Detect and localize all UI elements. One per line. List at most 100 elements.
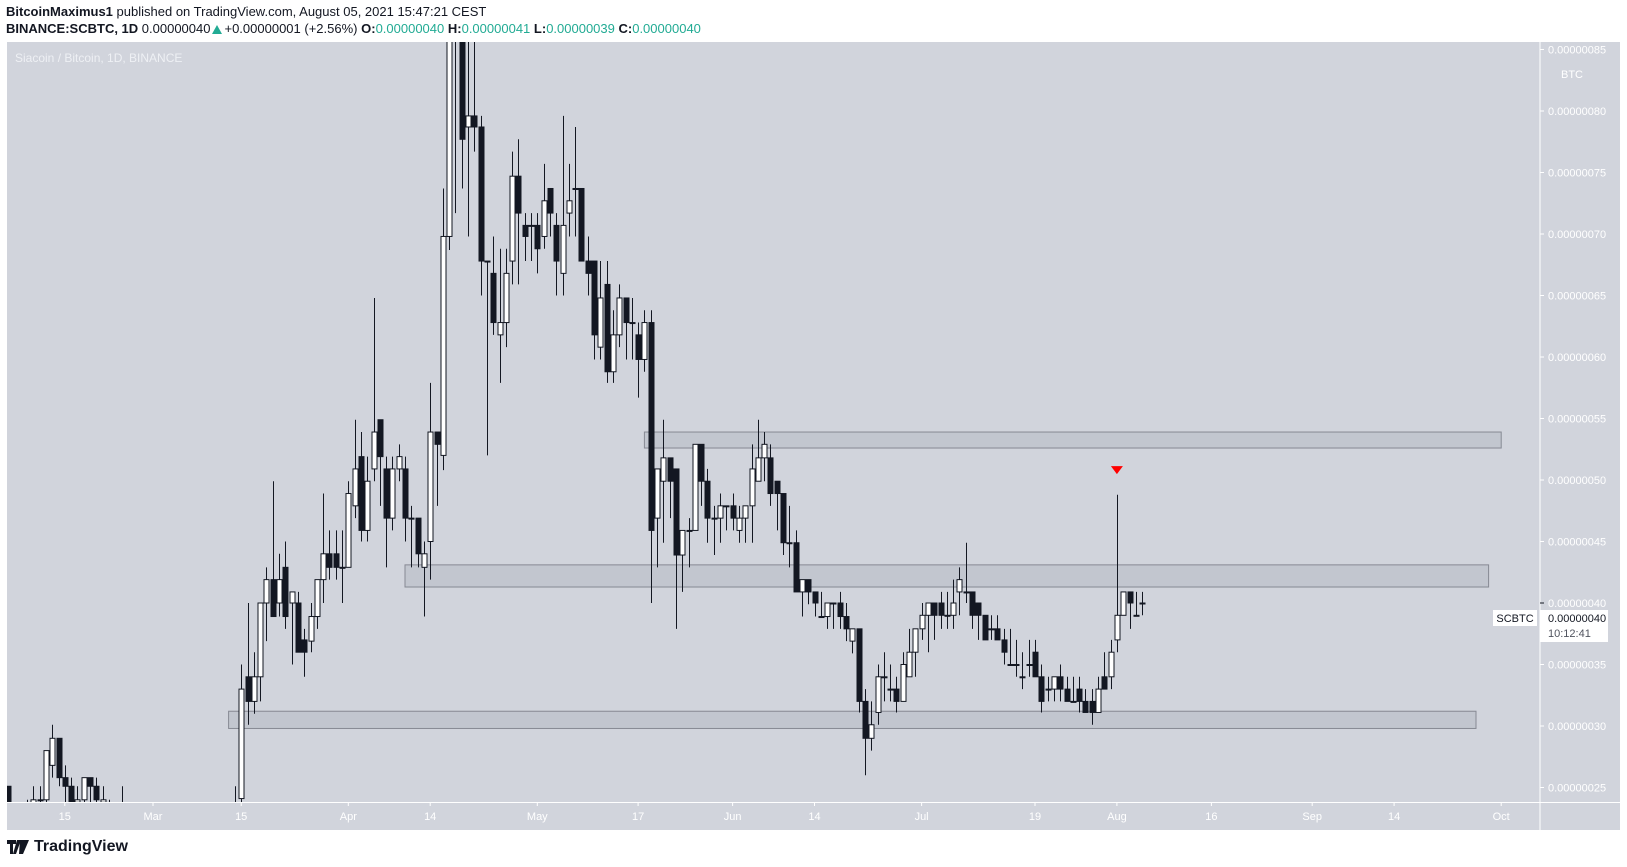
candle-up	[692, 443, 699, 531]
candle-up	[755, 419, 762, 482]
candle-body	[975, 602, 982, 616]
candle-body	[1038, 676, 1045, 702]
candle-up	[660, 419, 667, 543]
candle-up	[314, 579, 321, 629]
last-price-label: 0.00000040	[1548, 613, 1606, 625]
candle-up	[345, 481, 352, 568]
candle-body	[723, 505, 730, 508]
candle-body	[912, 628, 919, 653]
author-name[interactable]: BitcoinMaximus1	[6, 4, 113, 19]
candle-body	[604, 283, 611, 373]
candle-body	[578, 187, 585, 262]
candle-body	[742, 505, 749, 519]
candle-body	[761, 443, 768, 459]
price-tick-label: 0.00000050	[1548, 475, 1606, 487]
candle-down	[377, 419, 384, 506]
time-tick-label: 15	[235, 811, 247, 823]
candle-body	[314, 579, 321, 618]
time-axis[interactable]: 15 Mar 15 Apr 14 May 17 Jun 14 Jul 19 Aug 16 Sep 14 Oct	[59, 802, 1510, 823]
candle-body	[547, 187, 554, 214]
candle-up	[761, 432, 768, 482]
candle-body	[837, 602, 844, 618]
candle-up	[824, 602, 831, 629]
candle-body	[994, 628, 1001, 641]
candle-up	[868, 701, 875, 751]
candle-up	[389, 456, 396, 531]
candle-body	[396, 456, 403, 470]
candle-body	[1101, 676, 1108, 690]
candle-body	[963, 591, 970, 594]
candle-up	[74, 786, 81, 802]
candle-up	[503, 248, 510, 348]
candle-up	[440, 188, 447, 471]
price-change: +0.00000001 (+2.56%)	[224, 21, 358, 36]
unit-label: BTC	[1561, 69, 1583, 81]
candle-body	[509, 175, 516, 262]
candle-body	[74, 799, 81, 802]
candle-body	[1095, 688, 1102, 713]
triangle-up-icon	[212, 25, 223, 34]
candle-up	[1013, 639, 1020, 677]
symbol-tag-label: SCBTC	[1496, 613, 1533, 625]
tradingview-logo[interactable]: TradingView	[7, 838, 128, 856]
candle-body	[270, 579, 277, 618]
candle-up	[1045, 676, 1052, 702]
symbol-price-tag: SCBTC 0.00000040 10:12:41	[1493, 602, 1608, 642]
candle-down	[704, 468, 711, 543]
candle-up	[421, 541, 428, 617]
candle-up	[912, 628, 919, 677]
candle-body	[465, 115, 472, 128]
price-tick-label: 0.00000045	[1548, 537, 1606, 549]
candle-body	[415, 517, 422, 555]
candle-body	[1032, 651, 1039, 678]
candle-down	[1032, 639, 1039, 678]
candle-body	[1064, 688, 1071, 702]
time-tick-label: 19	[1029, 811, 1041, 823]
candle-body	[560, 224, 567, 274]
candle-body	[93, 785, 100, 801]
support-resistance-zone[interactable]	[643, 431, 1502, 449]
candle-up	[37, 786, 44, 802]
candle-down	[282, 541, 289, 629]
candle-body	[1057, 676, 1064, 690]
candle-up	[1120, 591, 1127, 616]
time-tick-label: 17	[632, 811, 644, 823]
candle-body	[276, 579, 283, 604]
support-resistance-zone[interactable]	[404, 564, 1490, 588]
bar-countdown: 10:12:41	[1548, 628, 1591, 640]
candles-layer	[7, 42, 1146, 802]
price-tick-label: 0.00000025	[1548, 783, 1606, 795]
candle-up	[352, 419, 359, 519]
candle-body	[868, 724, 875, 739]
candle-body	[1013, 664, 1020, 666]
price-axis[interactable]: 0.00000025 0.00000030 0.00000035 0.00000040…	[1540, 45, 1606, 795]
candle-down	[805, 579, 812, 605]
candle-body	[629, 322, 636, 325]
candle-body	[1133, 614, 1140, 617]
candle-up	[100, 786, 107, 802]
candle-body	[87, 777, 94, 787]
candle-body	[780, 493, 787, 544]
candle-up	[629, 297, 636, 360]
candle-down	[515, 139, 522, 285]
candle-body	[389, 468, 396, 519]
candle-body	[364, 480, 371, 531]
support-resistance-zone[interactable]	[228, 710, 1477, 729]
candle-down	[591, 260, 598, 360]
candle-body	[591, 260, 598, 336]
price-tick-label: 0.00000070	[1548, 229, 1606, 241]
candle-down	[667, 457, 674, 519]
time-tick-label: 14	[808, 811, 820, 823]
candle-down	[994, 615, 1001, 641]
candle-down	[931, 602, 938, 640]
candle-down	[245, 603, 252, 725]
candle-down	[522, 213, 529, 262]
candle-up	[944, 591, 951, 629]
candle-down	[358, 432, 365, 542]
candle-down	[893, 676, 900, 713]
candle-body	[446, 42, 453, 237]
candle-up	[396, 444, 403, 482]
candle-down	[68, 777, 75, 802]
candle-down	[534, 213, 541, 274]
